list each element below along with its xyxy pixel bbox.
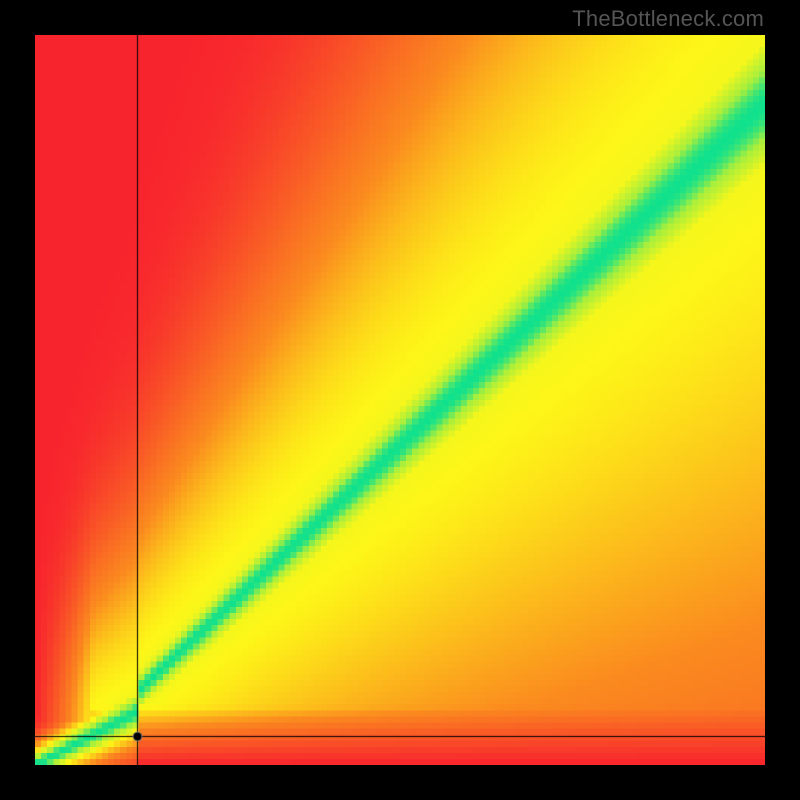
- watermark-text: TheBottleneck.com: [572, 6, 764, 32]
- chart-container: TheBottleneck.com: [0, 0, 800, 800]
- bottleneck-heatmap: [35, 35, 765, 765]
